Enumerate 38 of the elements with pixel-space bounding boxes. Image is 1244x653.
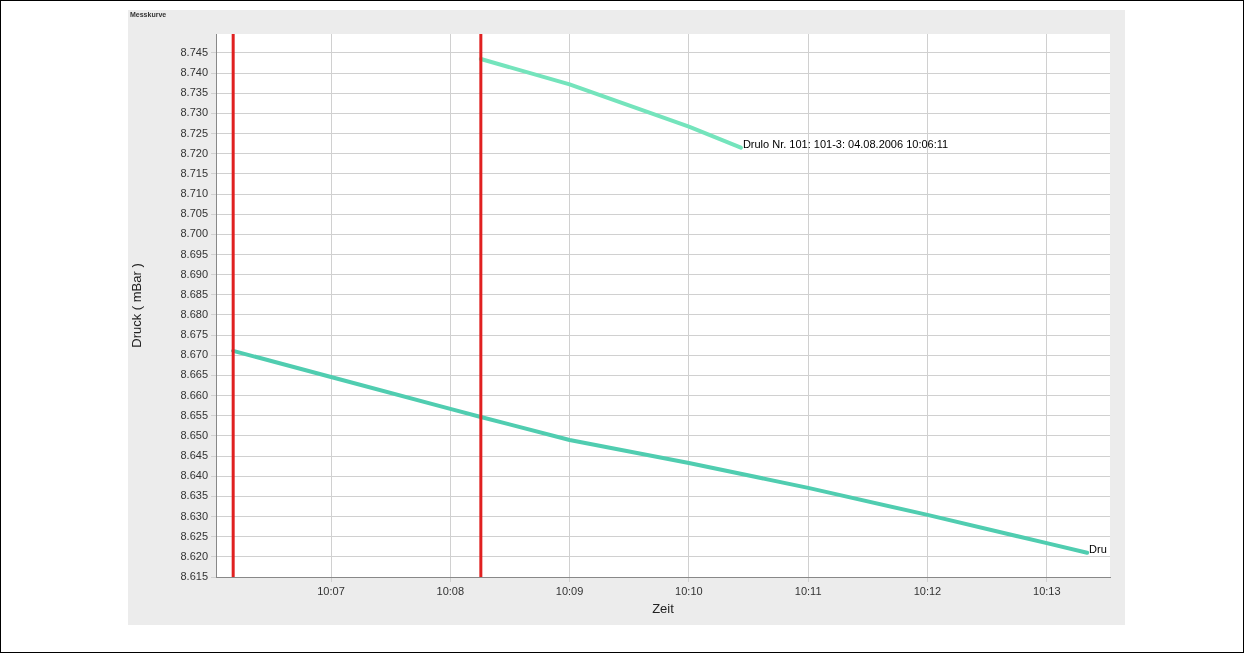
y-tick-label: 8.700	[180, 227, 208, 240]
y-tick-label: 8.675	[180, 328, 208, 341]
y-tick-label: 8.725	[180, 126, 208, 139]
y-tick-label: 8.615	[180, 570, 208, 583]
annotation: Dru	[1089, 542, 1107, 555]
y-tick-label: 8.620	[180, 549, 208, 562]
y-tick-label: 8.685	[180, 287, 208, 300]
y-tick-label: 8.655	[180, 408, 208, 421]
y-tick-label: 8.745	[180, 45, 208, 58]
y-tick-label: 8.695	[180, 247, 208, 260]
y-tick-label: 8.720	[180, 146, 208, 159]
annotation: Drulo Nr. 101: 101-3: 04.08.2006 10:06:11	[742, 137, 949, 150]
y-tick-label: 8.730	[180, 106, 208, 119]
y-tick-label: 8.625	[180, 529, 208, 542]
x-tick-label: 10:07	[317, 584, 345, 597]
x-tick-label: 10:12	[913, 584, 942, 597]
y-tick-label: 8.665	[180, 368, 208, 381]
y-tick-label: 8.640	[180, 469, 208, 482]
x-tick-label: 10:10	[675, 584, 703, 597]
y-tick-label: 8.630	[180, 509, 208, 522]
y-tick-label: 8.735	[180, 86, 208, 99]
y-tick-label: 8.670	[180, 348, 208, 361]
y-tick-label: 8.645	[180, 449, 208, 462]
x-tick-label: 10:13	[1033, 584, 1061, 597]
y-tick-label: 8.660	[180, 388, 208, 401]
y-tick-label: 8.650	[180, 428, 208, 441]
y-tick-label: 8.690	[180, 267, 208, 280]
y-tick-label: 8.635	[180, 489, 208, 502]
y-tick-label: 8.705	[180, 207, 208, 220]
y-tick-label: 8.680	[180, 308, 208, 320]
x-axis-title: Zeit	[652, 600, 675, 616]
x-tick-label: 10:11	[794, 584, 822, 597]
y-axis-title: Druck ( mBar )	[129, 263, 145, 348]
y-tick-label: 8.715	[180, 166, 208, 179]
y-tick-label: 8.710	[180, 187, 208, 200]
y-tick-label: 8.740	[180, 66, 208, 79]
x-tick-label: 10:08	[436, 584, 465, 597]
x-tick-label: 10:09	[555, 584, 584, 597]
